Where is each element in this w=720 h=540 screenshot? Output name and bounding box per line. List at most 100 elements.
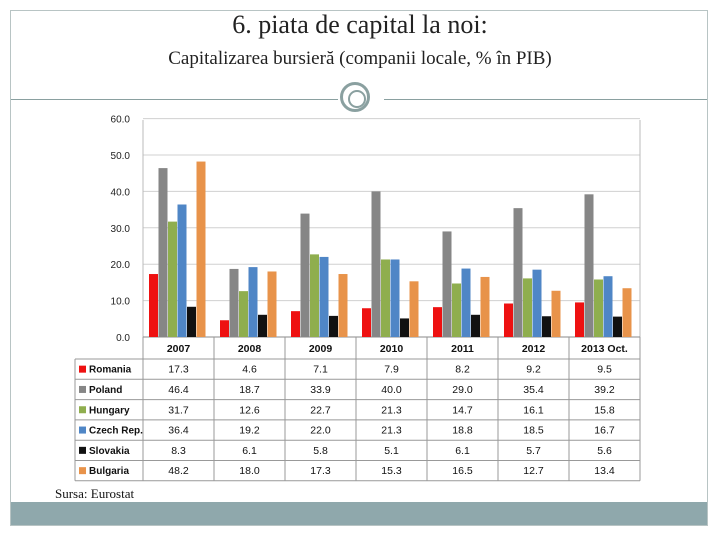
bar-poland-2011 xyxy=(442,231,452,337)
bar-romania-2011 xyxy=(433,307,442,337)
data-label: 9.2 xyxy=(526,364,541,376)
data-label: 35.4 xyxy=(523,384,544,396)
bar-bulgaria-2007 xyxy=(196,161,206,337)
legend-swatch xyxy=(79,446,86,454)
data-label: 18.8 xyxy=(452,425,473,437)
data-label: 19.2 xyxy=(239,425,260,437)
bar-hungary-2009 xyxy=(310,254,319,337)
x-tick-label: 2010 xyxy=(380,343,404,355)
data-label: 18.7 xyxy=(239,384,260,396)
data-label: 15.8 xyxy=(594,404,615,416)
legend-entry: Poland xyxy=(89,385,122,396)
x-tick-label: 2012 xyxy=(522,343,546,355)
legend-swatch xyxy=(79,426,86,434)
data-label: 5.1 xyxy=(384,445,399,457)
bar-poland-2008 xyxy=(229,268,239,337)
data-label: 5.7 xyxy=(526,445,541,457)
data-label: 29.0 xyxy=(452,384,473,396)
bar-slovakia-2013-Oct- xyxy=(613,316,622,337)
bar-czech-rep--2009 xyxy=(319,256,329,337)
data-label: 16.7 xyxy=(594,425,615,437)
bar-bulgaria-2008 xyxy=(267,271,277,337)
bar-czech-rep--2011 xyxy=(461,268,471,337)
data-label: 46.4 xyxy=(168,384,189,396)
bar-bulgaria-2010 xyxy=(409,281,419,337)
slide-frame xyxy=(10,10,708,526)
data-label: 18.5 xyxy=(523,425,544,437)
data-label: 17.3 xyxy=(310,465,331,477)
ring-ornament-icon xyxy=(340,82,370,112)
bar-slovakia-2007 xyxy=(187,306,196,337)
bar-bulgaria-2013-Oct- xyxy=(622,288,632,337)
y-tick-label: 20.0 xyxy=(111,260,131,271)
x-tick-label: 2013 Oct. xyxy=(581,343,628,355)
divider-right xyxy=(384,99,707,100)
divider-left xyxy=(11,99,338,100)
bar-hungary-2007 xyxy=(168,221,177,337)
data-label: 15.3 xyxy=(381,465,402,477)
bar-poland-2010 xyxy=(371,191,381,337)
bar-hungary-2012 xyxy=(523,278,532,337)
data-label: 6.1 xyxy=(455,445,470,457)
bar-slovakia-2012 xyxy=(542,316,551,337)
data-label: 5.6 xyxy=(597,445,612,457)
bar-slovakia-2008 xyxy=(258,314,267,337)
bar-czech-rep--2007 xyxy=(177,204,187,337)
bar-romania-2012 xyxy=(504,303,513,337)
data-label: 6.1 xyxy=(242,445,257,457)
data-label: 31.7 xyxy=(168,404,189,416)
bar-slovakia-2010 xyxy=(400,318,409,337)
data-label: 13.4 xyxy=(594,465,615,477)
data-label: 8.2 xyxy=(455,364,470,376)
bar-poland-2012 xyxy=(513,208,523,337)
y-tick-label: 10.0 xyxy=(111,297,131,308)
bar-hungary-2011 xyxy=(452,283,461,337)
bar-slovakia-2009 xyxy=(329,315,338,337)
data-label: 33.9 xyxy=(310,384,331,396)
bar-hungary-2010 xyxy=(381,259,390,337)
bar-czech-rep--2013-Oct- xyxy=(603,276,613,337)
bar-hungary-2013-Oct- xyxy=(594,279,603,337)
data-label: 36.4 xyxy=(168,425,189,437)
data-label: 22.0 xyxy=(310,425,331,437)
legend-entry: Romania xyxy=(89,365,132,376)
source-note: Sursa: Eurostat xyxy=(55,486,135,501)
data-label: 8.3 xyxy=(171,445,186,457)
data-label: 48.2 xyxy=(168,465,189,477)
bar-poland-2007 xyxy=(158,168,168,337)
x-tick-label: 2008 xyxy=(238,343,262,355)
bar-romania-2010 xyxy=(362,308,371,337)
bar-bulgaria-2012 xyxy=(551,290,561,337)
legend-swatch xyxy=(79,385,86,393)
bar-slovakia-2011 xyxy=(471,314,480,337)
bar-bulgaria-2011 xyxy=(480,276,490,337)
y-tick-label: 50.0 xyxy=(111,151,131,162)
bar-bulgaria-2009 xyxy=(338,274,348,337)
bar-romania-2013-Oct- xyxy=(575,302,584,337)
data-label: 12.7 xyxy=(523,465,544,477)
bar-romania-2009 xyxy=(291,311,300,337)
data-label: 17.3 xyxy=(168,364,189,376)
bar-czech-rep--2010 xyxy=(390,259,400,337)
footer-bar xyxy=(11,502,707,525)
y-tick-label: 30.0 xyxy=(111,224,131,235)
legend-entry: Bulgaria xyxy=(89,466,129,477)
data-label: 12.6 xyxy=(239,404,260,416)
slide-title: 6. piata de capital la noi: xyxy=(232,10,488,39)
data-label: 14.7 xyxy=(452,404,473,416)
data-label: 4.6 xyxy=(242,364,257,376)
data-label: 18.0 xyxy=(239,465,260,477)
y-tick-label: 0.0 xyxy=(116,333,130,344)
bar-poland-2009 xyxy=(300,213,310,337)
legend-swatch xyxy=(79,467,86,475)
x-tick-label: 2009 xyxy=(309,343,333,355)
legend-entry: Hungary xyxy=(89,405,130,416)
bar-romania-2007 xyxy=(149,274,158,337)
bar-poland-2013-Oct- xyxy=(584,194,594,337)
x-tick-label: 2007 xyxy=(167,343,191,355)
data-label: 21.3 xyxy=(381,425,402,437)
data-label: 7.9 xyxy=(384,364,399,376)
data-label: 16.1 xyxy=(523,404,544,416)
y-tick-label: 60.0 xyxy=(111,115,131,126)
